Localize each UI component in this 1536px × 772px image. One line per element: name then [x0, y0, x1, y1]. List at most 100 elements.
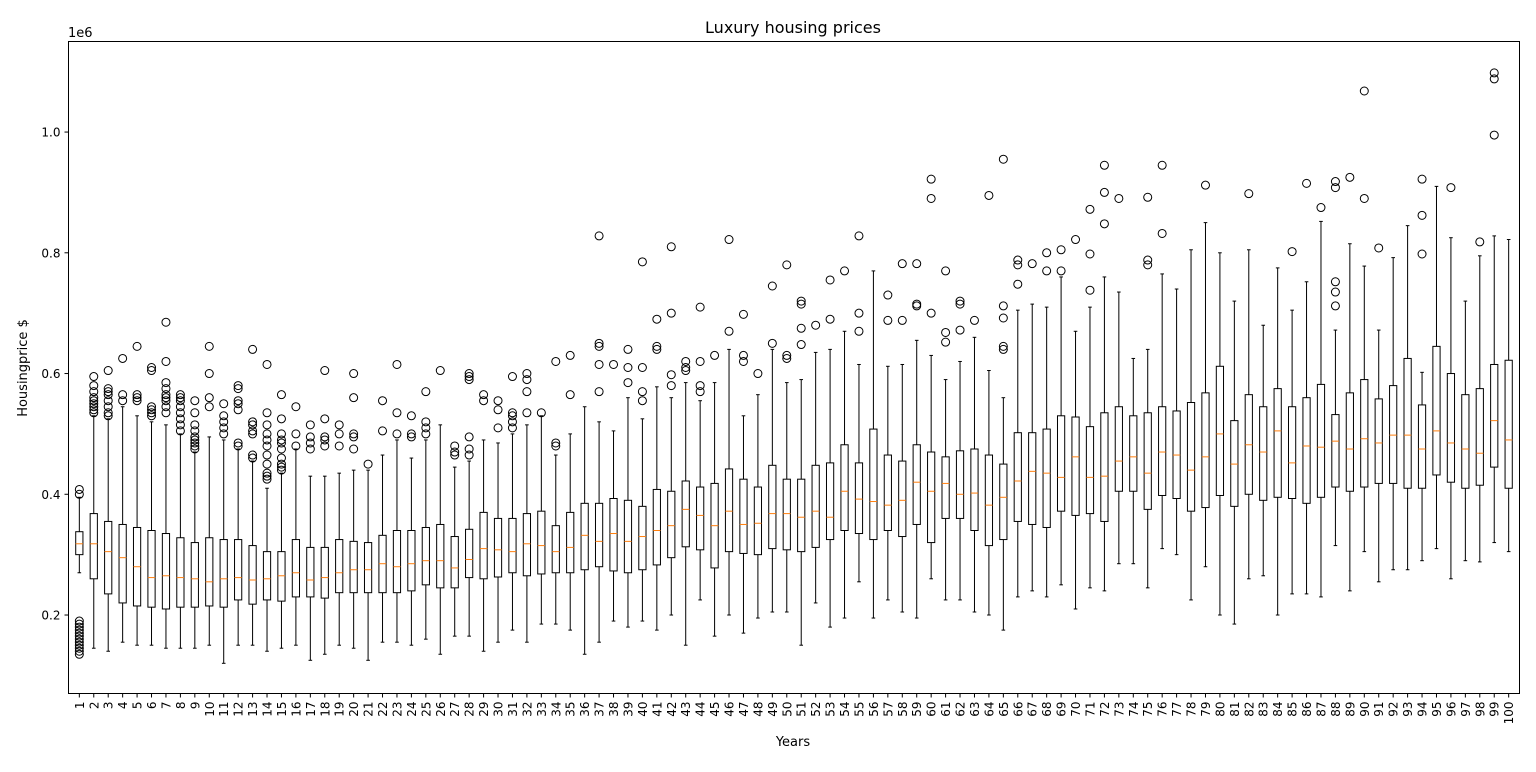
outlier-point — [666, 381, 676, 391]
box-year-38 — [609, 359, 619, 622]
outlier-point — [637, 396, 647, 406]
outlier-point — [1085, 204, 1095, 214]
outlier-point — [551, 356, 561, 366]
box-year-94 — [1417, 174, 1427, 562]
outlier-point — [724, 235, 734, 245]
box-year-78 — [1186, 249, 1196, 601]
x-tick-label: 72 — [1098, 702, 1112, 717]
outlier-point — [941, 266, 951, 276]
x-tick-label: 1 — [73, 702, 87, 710]
outlier-point — [175, 426, 185, 436]
iqr-box — [551, 525, 560, 574]
iqr-box — [941, 456, 950, 519]
outlier-point — [248, 420, 258, 430]
box-year-100 — [1504, 239, 1513, 553]
iqr-box — [1389, 385, 1398, 484]
outlier-point — [464, 444, 474, 454]
outlier-point — [74, 616, 84, 626]
outlier-point — [522, 375, 532, 385]
outlier-point — [118, 353, 128, 363]
outlier-point — [1042, 248, 1052, 258]
outlier-point — [840, 266, 850, 276]
outlier-point — [594, 359, 604, 369]
outlier-point — [132, 396, 142, 406]
outlier-point — [233, 399, 243, 409]
outlier-point — [1013, 255, 1023, 265]
box-year-2 — [89, 372, 99, 649]
outlier-point — [507, 408, 517, 418]
outlier-point — [190, 435, 200, 445]
iqr-box — [465, 528, 474, 579]
x-tick-label: 37 — [593, 702, 607, 717]
iqr-box — [436, 523, 445, 589]
outlier-point — [89, 372, 99, 382]
x-tick-label: 66 — [1011, 702, 1025, 717]
outlier-point — [1330, 287, 1340, 297]
iqr-box — [262, 551, 272, 601]
outlier-point — [262, 459, 272, 469]
outlier-point — [89, 399, 99, 409]
iqr-box — [1042, 428, 1051, 528]
box-year-64 — [984, 190, 994, 616]
iqr-box — [1490, 363, 1499, 468]
outlier-point — [811, 320, 821, 330]
x-tick-label: 58 — [896, 702, 910, 717]
box-year-10 — [204, 341, 214, 646]
box-year-36 — [580, 406, 589, 655]
box-year-20 — [349, 369, 359, 649]
outlier-point — [1345, 172, 1355, 182]
outlier-point — [767, 338, 777, 348]
outlier-point — [926, 308, 936, 318]
outlier-point — [74, 634, 84, 644]
iqr-box — [898, 460, 907, 538]
x-tick-label: 84 — [1271, 702, 1285, 717]
outlier-point — [219, 429, 229, 439]
x-tick-label: 77 — [1170, 702, 1184, 717]
outlier-point — [132, 341, 142, 351]
outlier-point — [998, 313, 1008, 323]
x-tick-label: 63 — [968, 702, 982, 717]
x-tick-label: 49 — [766, 702, 780, 717]
box-year-46 — [724, 235, 734, 616]
outlier-point — [276, 414, 286, 424]
outlier-point — [955, 299, 965, 309]
outlier-point — [854, 231, 864, 241]
box-year-4 — [118, 353, 128, 643]
x-tick-label: 24 — [405, 702, 419, 717]
outlier-point — [652, 344, 662, 354]
outlier-point — [103, 402, 113, 412]
outlier-point — [955, 325, 965, 335]
box-year-69 — [1056, 245, 1066, 586]
box-year-40 — [637, 257, 647, 622]
iqr-box — [955, 450, 965, 519]
outlier-point — [464, 432, 474, 442]
iqr-box — [248, 545, 257, 605]
x-tick-label: 85 — [1286, 702, 1300, 717]
outlier-point — [74, 484, 84, 494]
iqr-box — [104, 520, 113, 595]
outlier-point — [695, 356, 705, 366]
iqr-box — [147, 530, 156, 608]
iqr-box — [118, 523, 127, 604]
outlier-point — [421, 423, 431, 433]
iqr-box — [739, 478, 748, 554]
x-tick-label: 29 — [477, 702, 491, 717]
x-tick-label: 59 — [910, 702, 924, 717]
x-tick-label: 70 — [1069, 702, 1083, 717]
iqr-box — [782, 478, 791, 551]
box-year-52 — [811, 320, 821, 604]
x-tick-label: 92 — [1387, 702, 1401, 717]
box-year-81 — [1230, 300, 1239, 625]
iqr-box — [984, 454, 994, 547]
outlier-point — [262, 450, 272, 460]
outlier-point — [334, 420, 344, 430]
x-tick-label: 94 — [1416, 702, 1430, 717]
iqr-box — [493, 517, 503, 578]
box-year-1 — [74, 484, 84, 659]
box-year-65 — [998, 154, 1008, 631]
outlier-point — [161, 384, 171, 394]
iqr-box — [421, 526, 430, 586]
x-tick-label: 8 — [174, 702, 188, 710]
x-tick-label: 83 — [1257, 702, 1271, 717]
box-year-16 — [291, 402, 301, 646]
